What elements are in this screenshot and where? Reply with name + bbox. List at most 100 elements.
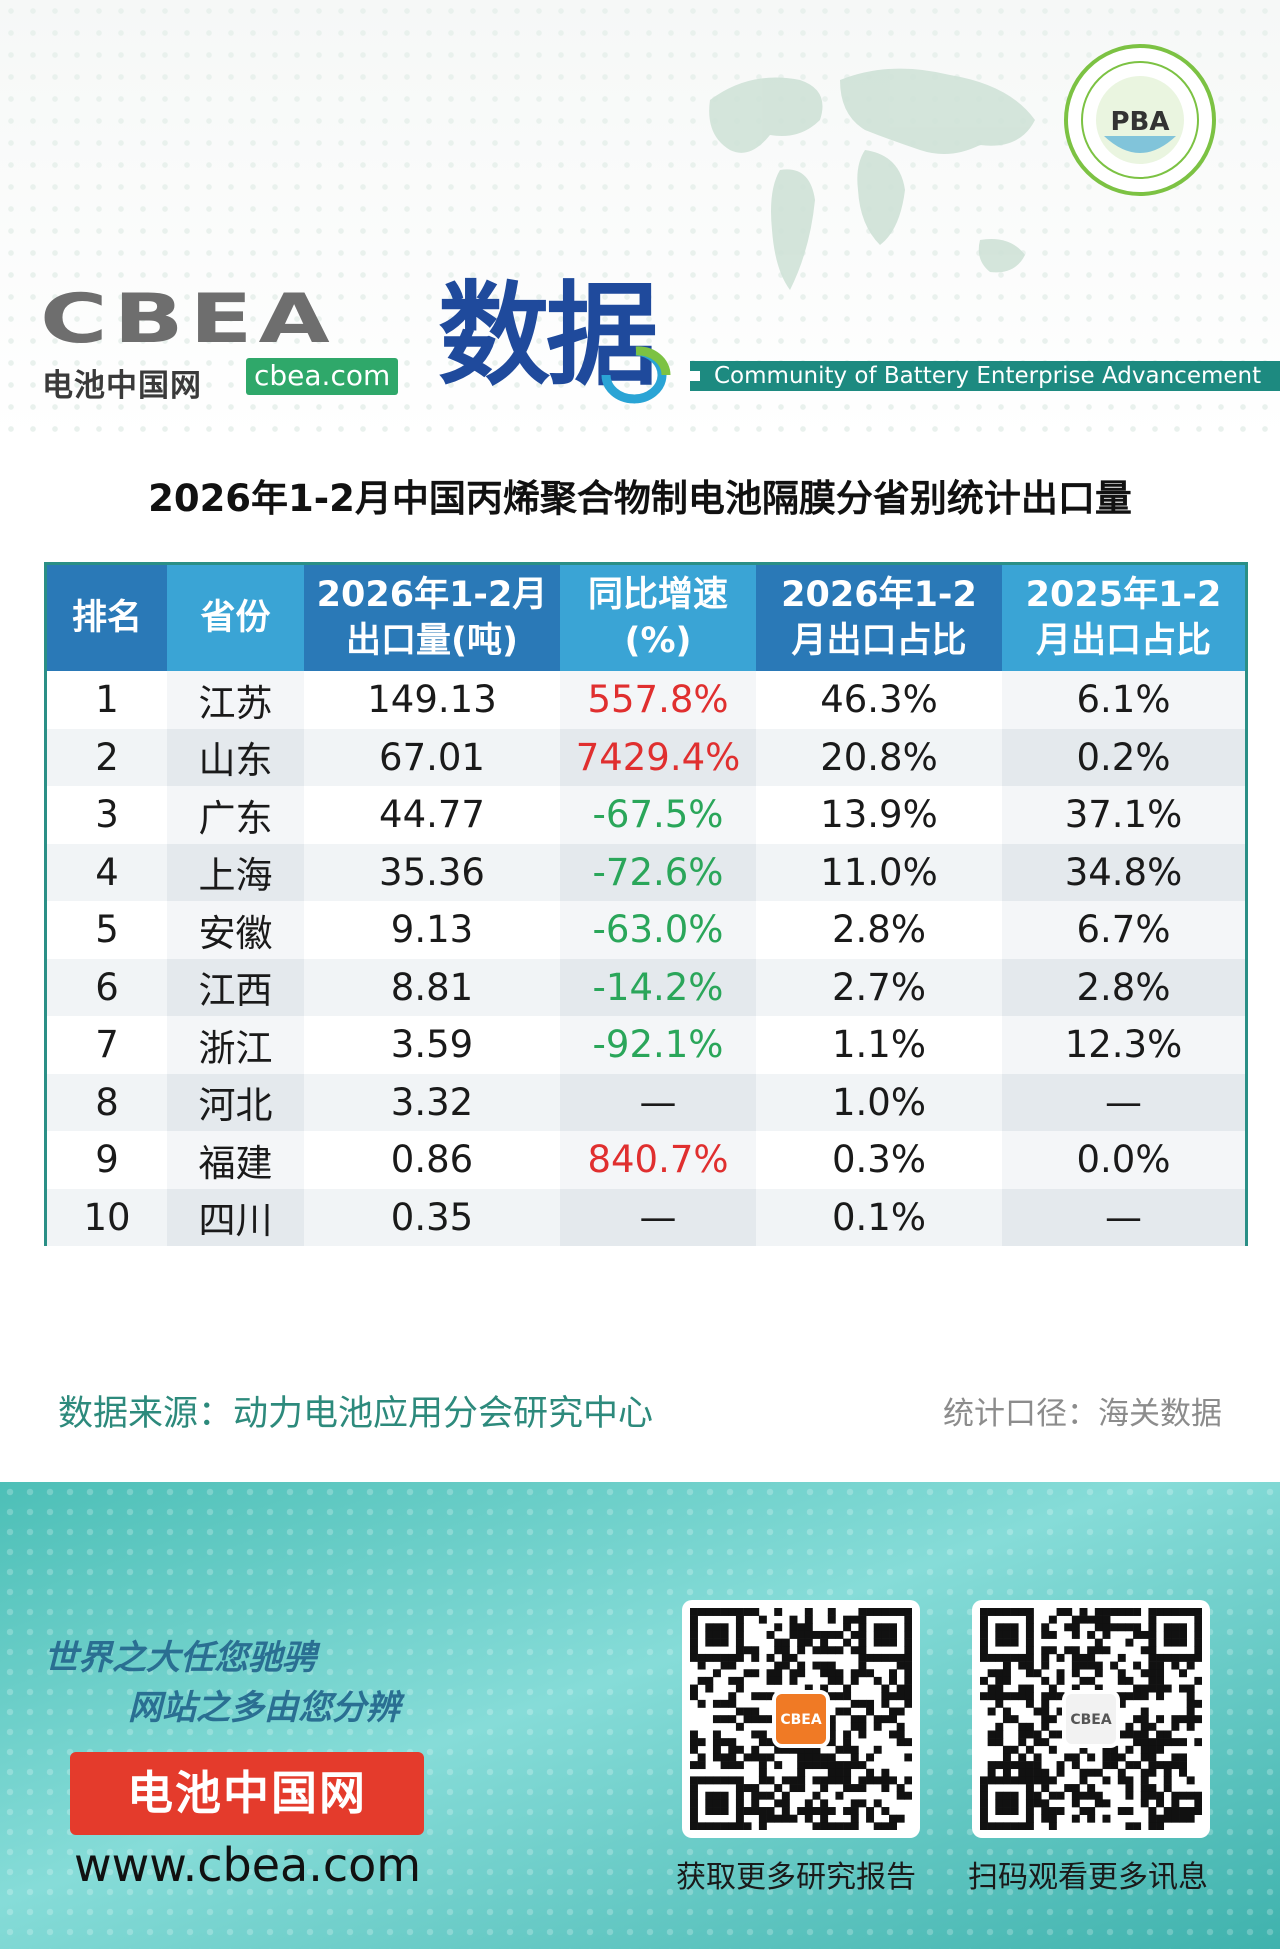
cell-rank: 10 xyxy=(47,1188,167,1246)
cell-yoy: 7429.4% xyxy=(560,728,756,786)
cell-share-2026: 2.7% xyxy=(756,958,1002,1016)
cell-rank: 5 xyxy=(95,908,119,952)
table-row: 10 四川 0.35—0.1% — xyxy=(47,1188,1245,1246)
cell-share-2026: 1.1% xyxy=(832,1023,926,1067)
cbea-logo-cn: 电池中国网 xyxy=(42,368,202,404)
cell-share-2025: 6.1% xyxy=(1002,671,1245,729)
qr-center-logo: CBEA xyxy=(1070,1712,1112,1728)
cell-yoy: 840.7% xyxy=(560,1131,756,1189)
cell-province: 浙江 xyxy=(167,1016,304,1074)
cell-share-2025: 37.1% xyxy=(1002,786,1245,844)
qr-code-icon: CBEA xyxy=(690,1608,913,1831)
world-map-graphic xyxy=(709,68,1035,290)
cbea-logo-url: cbea.com xyxy=(246,358,399,395)
cell-rank: 6 xyxy=(47,958,167,1016)
cell-province: 广东 xyxy=(167,786,304,844)
qr-caption-reports: 获取更多研究报告 xyxy=(676,1860,916,1895)
seal-text: PBA xyxy=(1111,107,1170,137)
site-badge: 电池中国网 xyxy=(70,1752,424,1835)
header-yoy: 同比增速 (%) xyxy=(560,565,756,671)
cell-share-2025: 6.7% xyxy=(1002,901,1245,959)
cell-rank: 8 xyxy=(47,1073,167,1131)
cell-province: 上海 xyxy=(167,843,304,901)
cell-volume: 0.86 xyxy=(390,1138,474,1182)
qr-code-icon: CBEA xyxy=(980,1608,1203,1831)
cell-yoy: 557.8% xyxy=(560,671,756,729)
cell-yoy: -92.1% xyxy=(560,1016,756,1074)
table-row: 5 安徽 9.13 -63.0% 2.8% 6.7% xyxy=(47,901,1245,959)
cell-yoy: -72.6% xyxy=(560,843,756,901)
cell-volume: 8.81 xyxy=(304,958,560,1016)
cell-volume: 67.01 xyxy=(304,728,560,786)
cbea-logo: CBEA xyxy=(40,279,336,359)
slogan-line-2: 网站之多由您分辨 xyxy=(128,1688,400,1728)
cell-rank: 9 xyxy=(95,1138,119,1182)
cell-share-2025: 34.8% xyxy=(1002,843,1245,901)
cell-volume: 9.13 xyxy=(390,908,474,952)
table-row: 8 河北 3.32—1.0% — xyxy=(47,1073,1245,1131)
section-title: 数据 xyxy=(438,271,658,401)
cell-yoy: -67.5% xyxy=(560,786,756,844)
cell-share-2025: 0.0% xyxy=(1002,1131,1245,1189)
cell-volume: 149.13 xyxy=(367,678,497,722)
cell-share-2026: 13.9% xyxy=(820,793,938,837)
table-row: 4 上海 35.36 -72.6% 11.0% 34.8% xyxy=(47,843,1245,901)
cell-share-2025: 2.8% xyxy=(1002,958,1245,1016)
cell-share-2025: — xyxy=(1002,1188,1245,1246)
cell-volume: 3.32 xyxy=(304,1073,560,1131)
cell-province: 江苏 xyxy=(167,671,304,729)
qr-code-news[interactable]: CBEA xyxy=(972,1600,1210,1838)
cell-rank: 3 xyxy=(95,793,119,837)
header-volume: 2026年1-2月 出口量(吨) xyxy=(304,565,560,671)
cell-volume: 3.59 xyxy=(390,1023,474,1067)
cell-share-2026: 46.3% xyxy=(820,678,938,722)
cell-share-2026: 2.8% xyxy=(832,908,926,952)
cell-province: 福建 xyxy=(167,1131,304,1189)
tagline-bar: Community of Battery Enterprise Advancem… xyxy=(690,361,1280,391)
website-link[interactable]: www.cbea.com xyxy=(74,1838,422,1892)
cell-yoy: -14.2% xyxy=(560,958,756,1016)
cell-yoy: — xyxy=(560,1073,756,1131)
cell-share-2026: 0.3% xyxy=(832,1138,926,1182)
cell-rank: 4 xyxy=(47,843,167,901)
cell-province: 江西 xyxy=(167,958,304,1016)
cell-province: 安徽 xyxy=(167,901,304,959)
qr-code-reports[interactable]: CBEA xyxy=(682,1600,920,1838)
table-header-row: 排名 省份 2026年1-2月 出口量(吨) 同比增速 (%) 2026年1-2 月出… xyxy=(47,565,1245,671)
slogan-line-1: 世界之大任您驰骋 xyxy=(44,1638,316,1678)
cell-rank: 2 xyxy=(47,728,167,786)
table-row: 7 浙江 3.59 -92.1% 1.1% 12.3% xyxy=(47,1016,1245,1074)
cell-yoy: -63.0% xyxy=(560,901,756,959)
cell-province: 河北 xyxy=(167,1073,304,1131)
table-row: 6 江西 8.81 -14.2% 2.7% 2.8% xyxy=(47,958,1245,1016)
table-row: 2 山东 67.01 7429.4% 20.8% 0.2% xyxy=(47,728,1245,786)
cell-province: 山东 xyxy=(167,728,304,786)
qr-center-logo: CBEA xyxy=(780,1712,822,1728)
header-share-2025: 2025年1-2 月出口占比 xyxy=(1002,565,1245,671)
cell-rank: 7 xyxy=(95,1023,119,1067)
data-source: 数据来源：动力电池应用分会研究中心 xyxy=(58,1394,654,1434)
table-row: 3 广东 44.77 -67.5% 13.9% 37.1% xyxy=(47,786,1245,844)
cell-share-2026: 20.8% xyxy=(756,728,1002,786)
cell-yoy: — xyxy=(560,1188,756,1246)
header-share-2026: 2026年1-2 月出口占比 xyxy=(756,565,1002,671)
cell-share-2025: 0.2% xyxy=(1002,728,1245,786)
cell-province: 四川 xyxy=(167,1188,304,1246)
pba-seal-logo: PBA xyxy=(1064,44,1216,196)
header-rank: 排名 xyxy=(47,565,167,671)
data-scope: 统计口径：海关数据 xyxy=(943,1396,1222,1432)
qr-caption-news: 扫码观看更多讯息 xyxy=(968,1860,1208,1895)
cell-rank: 1 xyxy=(95,678,119,722)
cell-volume: 35.36 xyxy=(304,843,560,901)
cell-share-2026: 11.0% xyxy=(756,843,1002,901)
cell-volume: 44.77 xyxy=(379,793,485,837)
table-row: 1 江苏 149.13 557.8% 46.3% 6.1% xyxy=(47,671,1245,729)
table-row: 9 福建 0.86 840.7% 0.3% 0.0% xyxy=(47,1131,1245,1189)
cell-share-2025: 12.3% xyxy=(1002,1016,1245,1074)
circular-arrow-icon xyxy=(601,346,671,404)
header-province: 省份 xyxy=(167,565,304,671)
cell-share-2026: 1.0% xyxy=(756,1073,1002,1131)
cell-share-2026: 0.1% xyxy=(756,1188,1002,1246)
export-table: 排名 省份 2026年1-2月 出口量(吨) 同比增速 (%) 2026年1-2 月出… xyxy=(44,562,1248,1246)
cell-share-2025: — xyxy=(1002,1073,1245,1131)
